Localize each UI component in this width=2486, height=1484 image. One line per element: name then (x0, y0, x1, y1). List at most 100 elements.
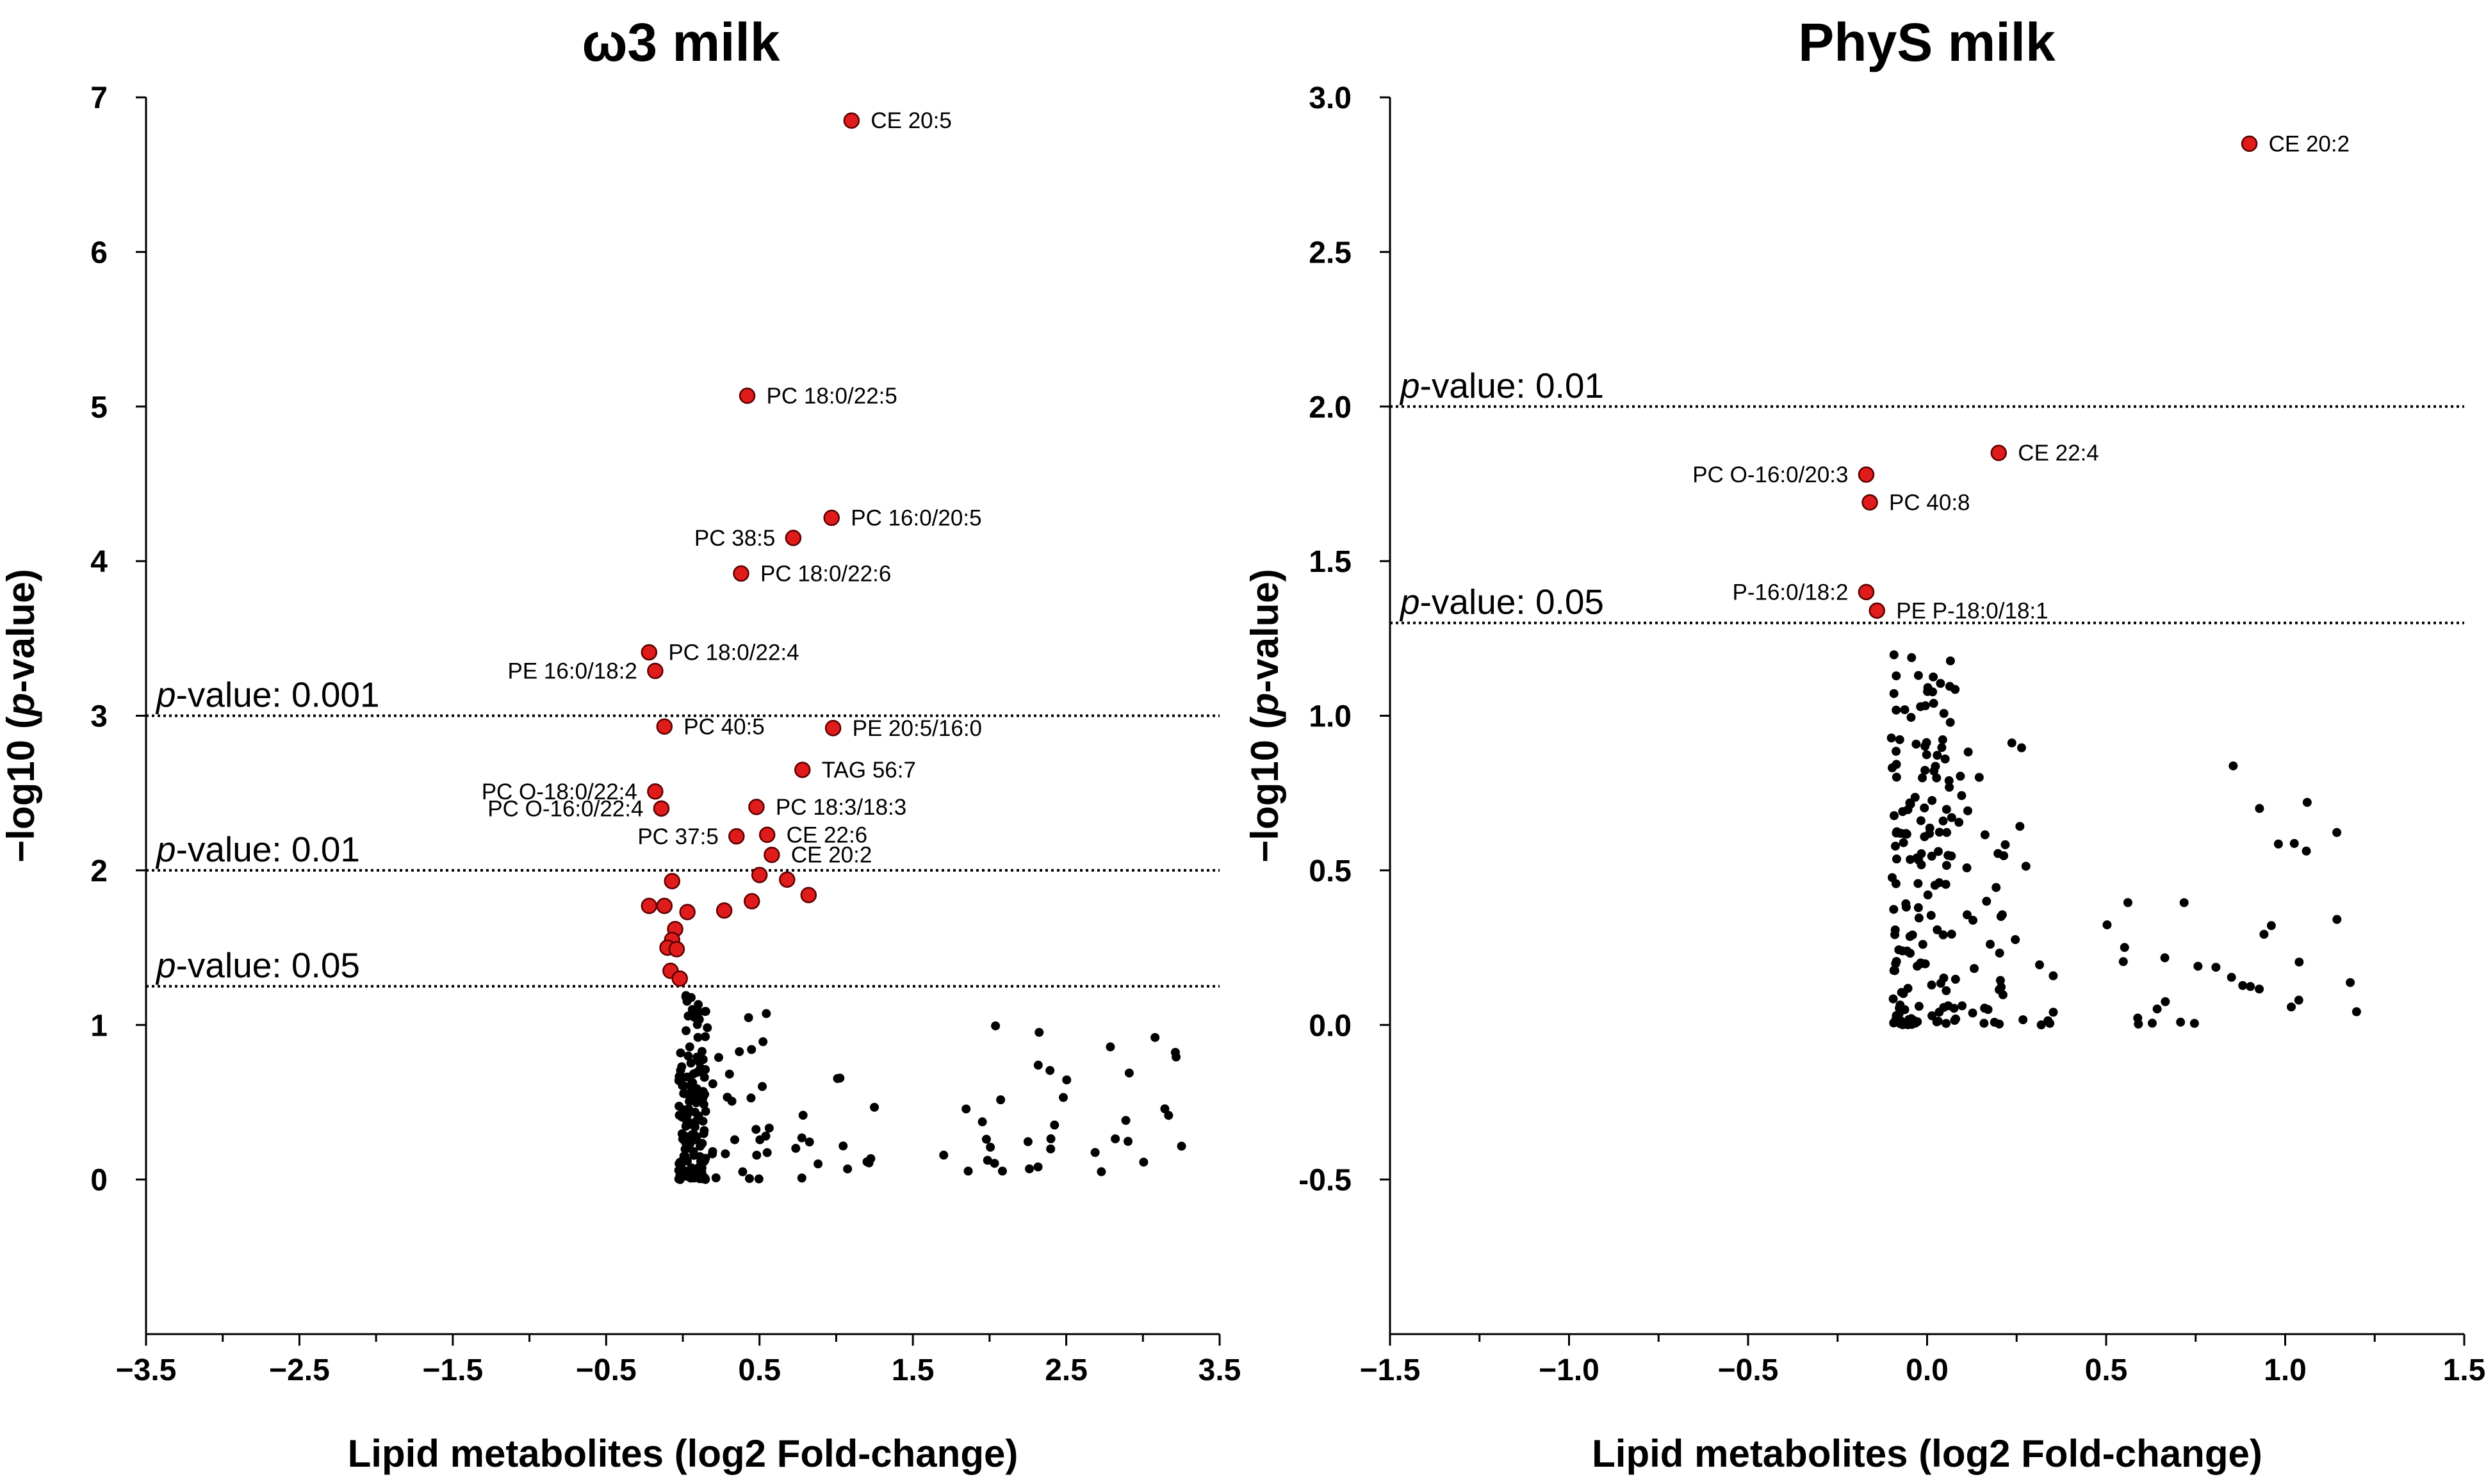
nonsignificant-point (1938, 816, 1948, 826)
nonsignificant-point (1111, 1134, 1120, 1144)
threshold-label-italic: p (1399, 582, 1420, 622)
significant-point (758, 826, 776, 844)
y-axis-title: −log10 (p-value) (0, 569, 42, 862)
threshold-label: p-value: 0.01 (155, 829, 360, 869)
nonsignificant-point (2102, 920, 2112, 929)
x-tick-label: −1.5 (422, 1353, 483, 1387)
nonsignificant-point (691, 1134, 700, 1144)
y-tick-label: 2.0 (1309, 391, 1352, 425)
threshold-label: p-value: 0.01 (1399, 366, 1604, 405)
threshold-label: p-value: 0.05 (1399, 582, 1604, 622)
nonsignificant-point (1124, 1068, 1134, 1078)
nonsignificant-point (2000, 840, 2010, 849)
x-tick-label: 2.5 (1045, 1353, 1088, 1387)
nonsignificant-point (2176, 1017, 2186, 1027)
significant-point (656, 718, 673, 735)
nonsignificant-point (939, 1150, 949, 1160)
x-axis-title: Lipid metabolites (log2 Fold-change) (1592, 1432, 2262, 1475)
nonsignificant-point (1920, 742, 1930, 751)
nonsignificant-point (997, 1166, 1007, 1176)
y-tick-label: 2.5 (1309, 236, 1352, 270)
nonsignificant-point (981, 1134, 991, 1144)
nonsignificant-point (682, 1072, 692, 1082)
x-tick-label: −0.5 (576, 1353, 637, 1387)
significant-point (779, 871, 796, 888)
nonsignificant-point (1911, 739, 1921, 749)
nonsignificant-point (1986, 940, 1995, 949)
nonsignificant-point (2302, 797, 2312, 807)
nonsignificant-point (714, 1053, 723, 1063)
nonsignificant-point (674, 1076, 683, 1086)
nonsignificant-point (791, 1143, 801, 1153)
nonsignificant-point (1932, 773, 1942, 783)
nonsignificant-point (701, 1032, 710, 1041)
nonsignificant-point (1918, 940, 1927, 949)
nonsignificant-point (680, 1145, 690, 1154)
nonsignificant-point (1963, 806, 1972, 815)
point-label: CE 22:6 (787, 822, 867, 847)
nonsignificant-point (708, 1149, 717, 1159)
nonsignificant-point (1934, 878, 1944, 888)
nonsignificant-point (1889, 811, 1899, 820)
nonsignificant-point (1958, 1001, 1967, 1011)
nonsignificant-point (2120, 943, 2129, 952)
threshold-label-value: -value: 0.001 (176, 675, 380, 715)
y-tick-label: 7 (90, 81, 108, 115)
y-tick-label: 1.5 (1309, 545, 1352, 579)
nonsignificant-point (698, 1116, 708, 1126)
nonsignificant-point (1927, 851, 1936, 861)
nonsignificant-point (1982, 897, 1991, 906)
point-label: PC 16:0/20:5 (851, 506, 981, 531)
chart-title: ω3 milk (582, 12, 780, 72)
nonsignificant-point (1954, 817, 1964, 827)
nonsignificant-point (727, 1097, 737, 1106)
nonsignificant-point (1974, 772, 1984, 782)
nonsignificant-point (764, 1123, 774, 1133)
nonsignificant-point (2289, 838, 2299, 848)
significant-point (671, 970, 688, 987)
x-tick-label: 0.5 (738, 1353, 781, 1387)
nonsignificant-point (1889, 689, 1899, 698)
nonsignificant-point (691, 1084, 700, 1093)
nonsignificant-point (703, 1023, 712, 1032)
nonsignificant-point (1902, 829, 1911, 839)
nonsignificant-point (2179, 898, 2189, 908)
y-axis-title-suffix: -value) (0, 569, 42, 692)
point-label: PE P-18:0/18:1 (1896, 598, 2048, 623)
nonsignificant-point (1913, 671, 1923, 680)
nonsignificant-point (699, 1126, 709, 1136)
nonsignificant-point (692, 1020, 702, 1029)
nonsignificant-point (963, 1166, 973, 1176)
nonsignificant-point (1945, 681, 1954, 691)
nonsignificant-point (1062, 1075, 1072, 1085)
nonsignificant-point (1968, 915, 1978, 925)
nonsignificant-point (805, 1137, 814, 1146)
threshold-label: p-value: 0.05 (155, 945, 360, 985)
significant-point (653, 800, 670, 817)
nonsignificant-point (1905, 798, 1915, 808)
nonsignificant-point (1892, 854, 1901, 864)
nonsignificant-point (752, 1150, 762, 1160)
nonsignificant-point (1897, 946, 1907, 956)
point-label: PC O-16:0/22:4 (487, 796, 643, 821)
nonsignificant-point (677, 1129, 687, 1139)
nonsignificant-point (1969, 964, 1979, 974)
point-label: PC 37:5 (637, 824, 718, 849)
nonsignificant-point (754, 1174, 764, 1184)
nonsignificant-point (1934, 828, 1944, 837)
threshold-label-value: -value: 0.01 (1420, 366, 1604, 405)
nonsignificant-point (689, 1150, 699, 1160)
nonsignificant-point (698, 1139, 707, 1148)
significant-point (764, 846, 780, 863)
nonsignificant-point (2048, 1007, 2058, 1017)
nonsignificant-point (1033, 1162, 1043, 1171)
y-tick-label: 3.0 (1309, 81, 1352, 115)
nonsignificant-point (691, 1116, 701, 1126)
nonsignificant-point (1920, 765, 1930, 775)
nonsignificant-point (1929, 699, 1938, 708)
significant-point (664, 873, 680, 890)
nonsignificant-point (1938, 735, 1947, 744)
nonsignificant-point (1888, 763, 1897, 772)
nonsignificant-point (1164, 1111, 1173, 1120)
nonsignificant-point (677, 1113, 687, 1122)
